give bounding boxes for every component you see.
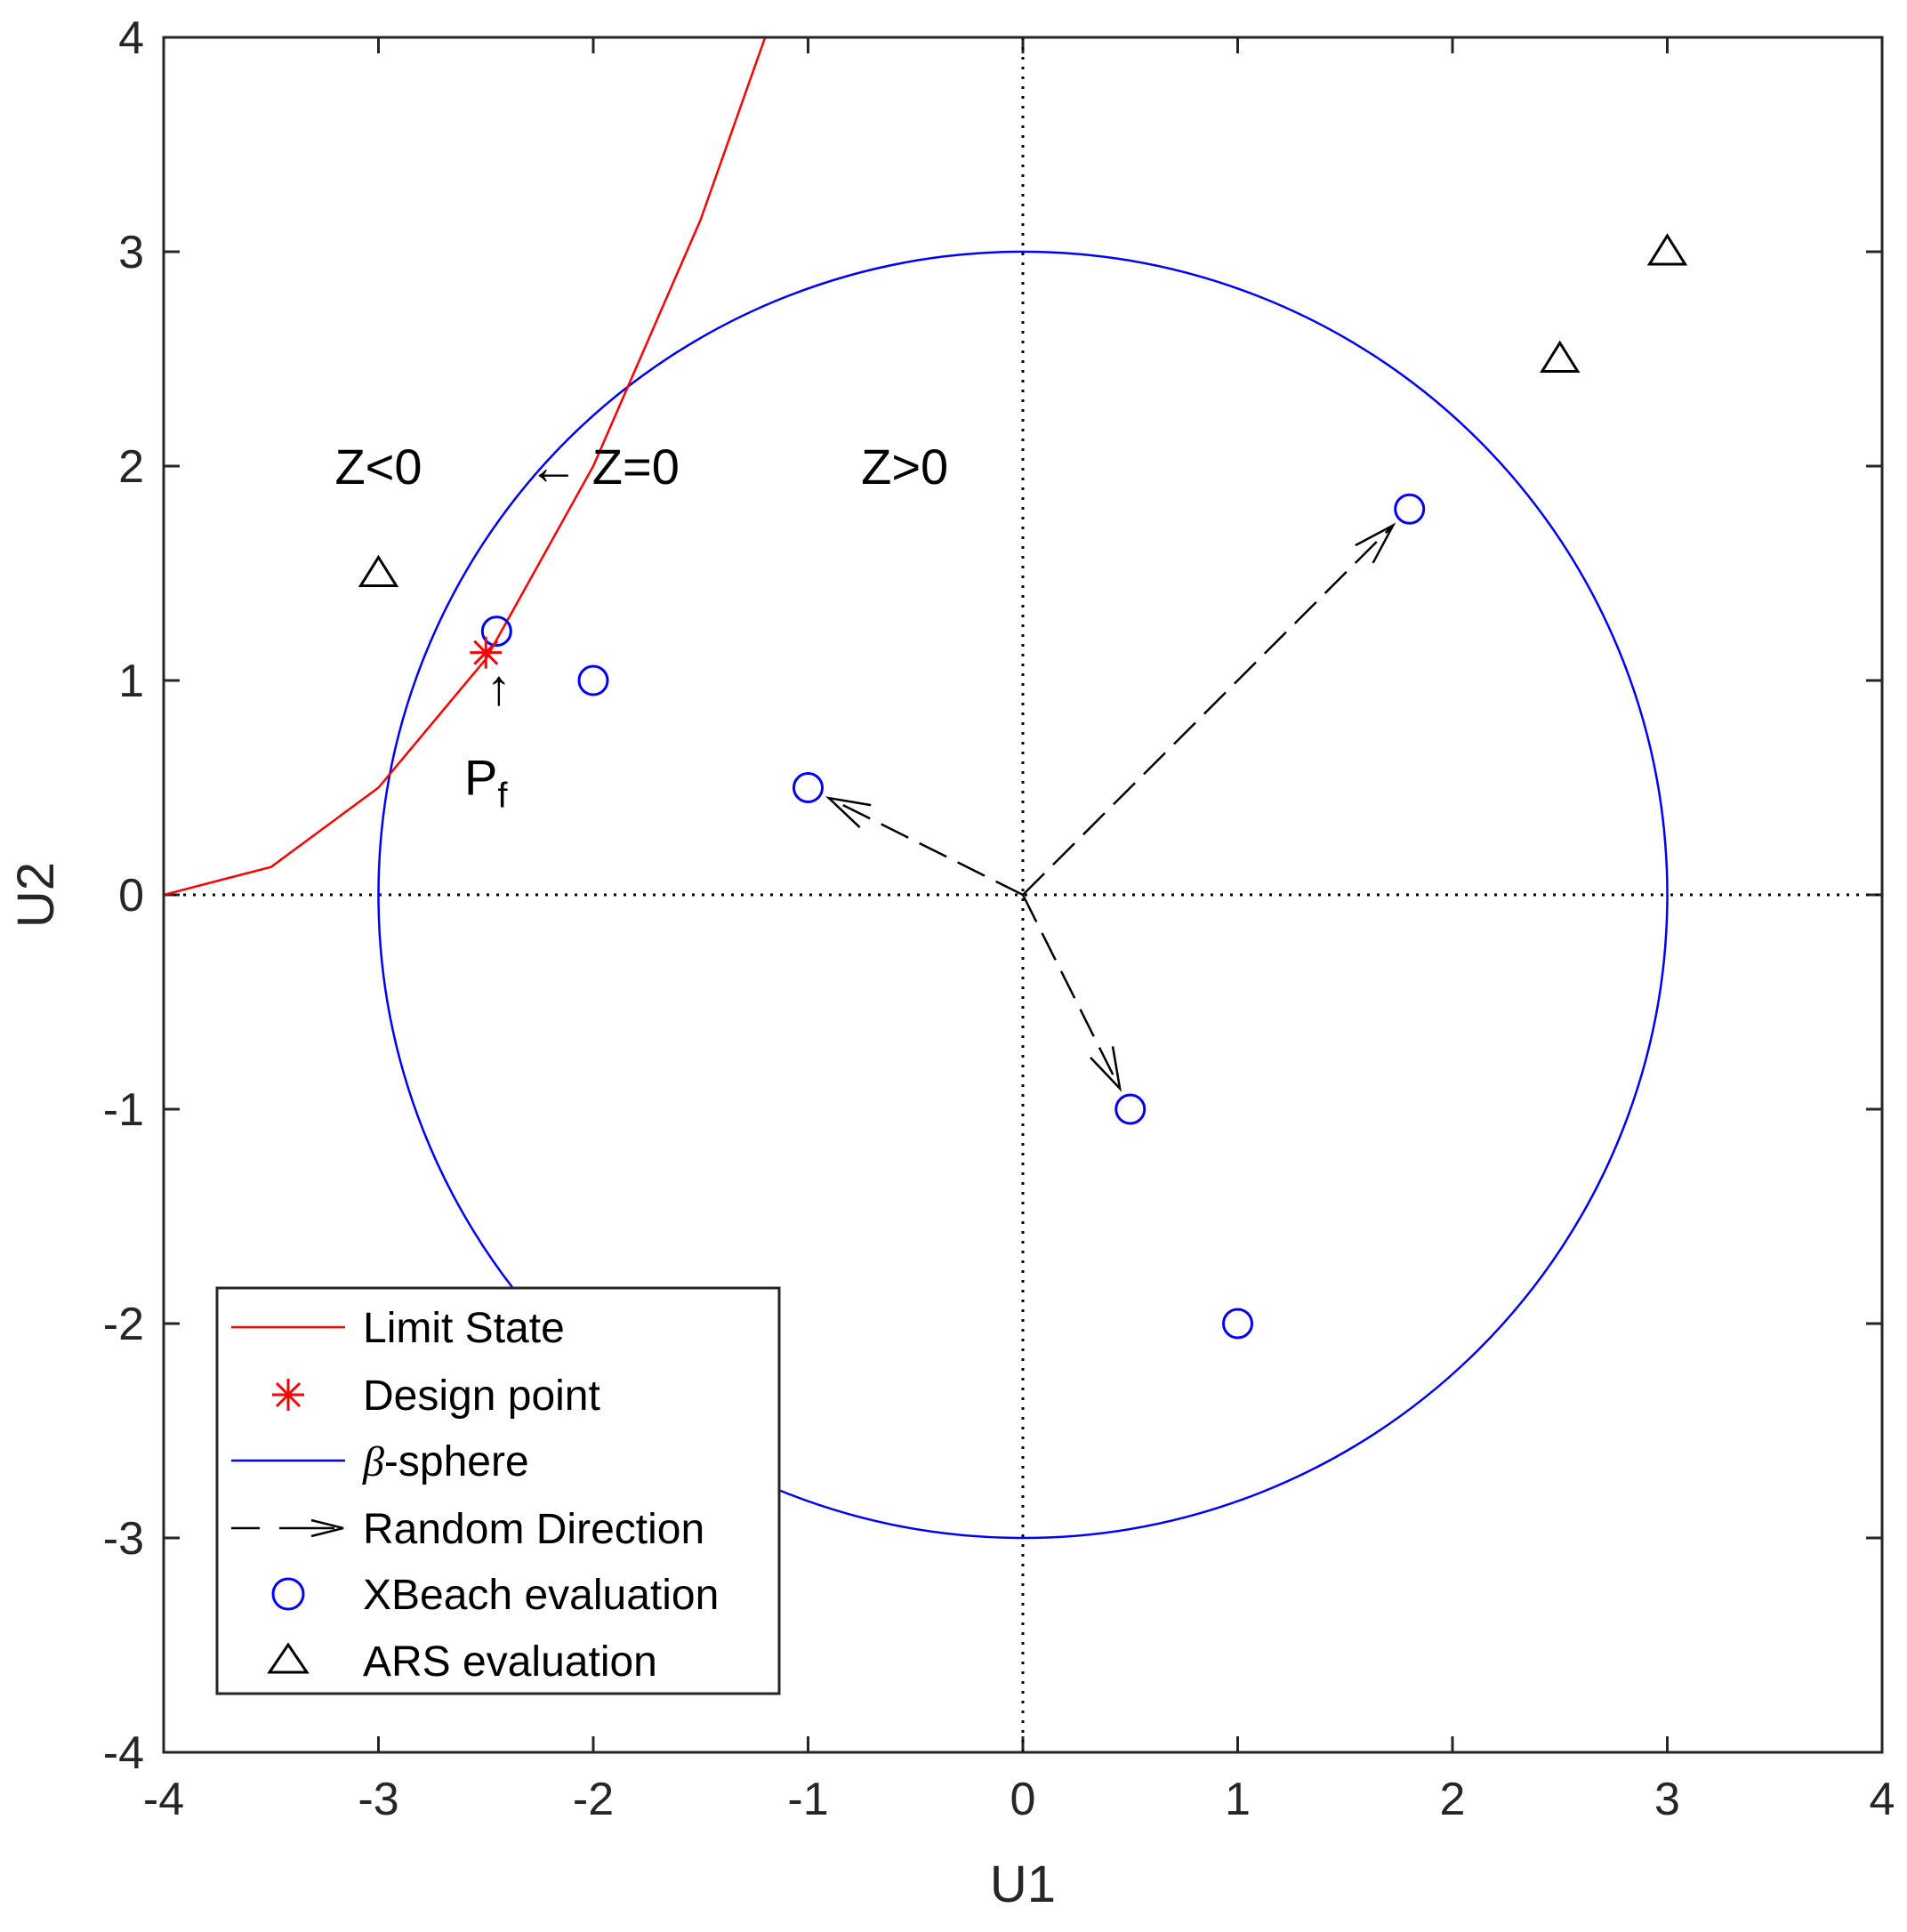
y-tick-label: 4 [118, 12, 144, 64]
annotation-text: ← Z=0 [528, 439, 680, 495]
y-tick-label: -2 [103, 1299, 144, 1350]
legend-random-direction-label: Random Direction [363, 1506, 704, 1553]
design-point-marker [470, 636, 503, 669]
x-tick-label: 4 [1870, 1774, 1895, 1825]
annotation-text: Z<0 [334, 439, 422, 495]
series-layer [164, 37, 1688, 1540]
xbeach-evaluation-marker [1222, 1308, 1253, 1340]
random-direction-line [828, 796, 1024, 897]
x-tick-label: -4 [143, 1774, 184, 1825]
xbeach-evaluation-marker [480, 616, 512, 648]
y-tick-label: 1 [118, 656, 144, 707]
x-axis-title: U1 [990, 1856, 1056, 1913]
x-tick-label: -2 [573, 1774, 614, 1825]
annotation-text: Pf [464, 749, 508, 815]
ars-evaluation-marker [358, 554, 399, 587]
y-tick-label: 0 [118, 870, 144, 922]
x-tick-label: -3 [358, 1774, 398, 1825]
random-direction-line [1021, 894, 1122, 1090]
random-direction-arrowhead [1090, 1046, 1122, 1092]
ars-evaluation-marker [1646, 233, 1688, 266]
axis-ticks: -4 -3 -2 -1 0 1 2 3 4 -4 -3 -2 -1 0 1 2 3 4 [103, 12, 1895, 1825]
random-direction-arrowhead [1355, 522, 1396, 564]
y-tick-label: 2 [118, 441, 144, 493]
x-tick-label: 0 [1010, 1774, 1036, 1825]
legend-beta-sphere-label: β-sphere [362, 1438, 529, 1485]
legend-design-point-label: Design point [363, 1373, 600, 1420]
xbeach-evaluation-marker [577, 664, 609, 696]
x-tick-label: 2 [1440, 1774, 1466, 1825]
annotation-text: Z>0 [861, 439, 948, 495]
x-tick-label: 1 [1225, 1774, 1251, 1825]
y-tick-label: -1 [103, 1084, 144, 1136]
random-direction-arrowhead [825, 796, 872, 829]
plot-frame [162, 36, 1884, 1754]
xbeach-evaluation-marker [1394, 493, 1426, 525]
y-tick-label: -4 [103, 1727, 144, 1779]
annotation-text: ↑ [487, 659, 511, 715]
xbeach-evaluation-marker [1114, 1093, 1147, 1125]
y-axis-title: U2 [7, 862, 65, 928]
legend-design-point-marker [272, 1379, 304, 1411]
x-tick-label: -1 [787, 1774, 828, 1825]
reference-lines [164, 37, 1882, 1752]
y-tick-label: 3 [118, 227, 144, 278]
legend-ars-marker [267, 1642, 310, 1674]
beta-sphere-circle [377, 250, 1669, 1540]
xbeach-evaluation-marker [793, 772, 824, 803]
legend-box [215, 1286, 781, 1695]
legend-xbeach-label: XBeach evaluation [363, 1572, 719, 1619]
random-direction-line [1022, 524, 1395, 896]
y-tick-label: -3 [103, 1513, 144, 1565]
legend-ars-label: ARS evaluation [363, 1638, 657, 1686]
legend: Limit State Design point β-sphere Random… [215, 1286, 781, 1695]
annotations: Z<0 ← Z=0 Z>0 ↑ Pf [334, 439, 948, 815]
ars-evaluation-marker [1540, 340, 1581, 373]
legend-random-direction-swatch [231, 1518, 344, 1538]
x-tick-label: 3 [1654, 1774, 1680, 1825]
legend-limit-state-label: Limit State [363, 1305, 565, 1352]
legend-xbeach-marker [271, 1577, 305, 1611]
